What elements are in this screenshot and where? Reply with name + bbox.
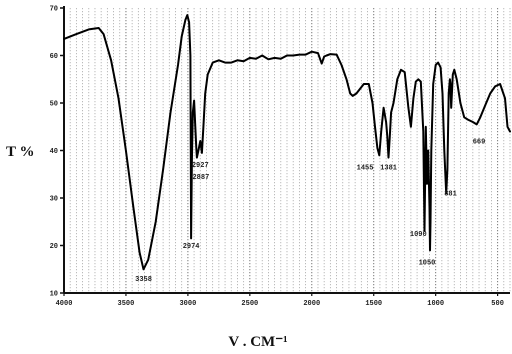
peak-label: 669: [473, 138, 486, 146]
peak-label: 2887: [192, 174, 209, 182]
spectrum-line: [63, 14, 511, 271]
x-tick-label: 3500: [118, 300, 135, 308]
y-tick-label: 20: [50, 243, 58, 251]
y-tick-label: 10: [50, 291, 58, 299]
y-axis-label: T %: [6, 144, 34, 160]
x-tick-label: 2500: [241, 300, 258, 308]
x-tick-label: 500: [491, 300, 504, 308]
x-tick-label: 1500: [365, 300, 382, 308]
y-tick-label: 50: [50, 101, 58, 109]
tick-labels: 10 20 30 40 50 60 70 4000 3500 3000 2500 2000 1500 10…: [50, 6, 504, 309]
peak-label: 1381: [380, 165, 397, 173]
y-tick-label: 30: [50, 196, 58, 204]
peak-label: 3358: [135, 276, 152, 284]
x-tick-label: 2000: [303, 300, 320, 308]
peak-label: 1090: [410, 231, 427, 239]
peak-label: 2927: [192, 162, 209, 170]
x-tick-label: 3000: [179, 300, 196, 308]
y-tick-label: 40: [50, 148, 58, 156]
x-tick-label: 4000: [56, 300, 73, 308]
peak-label: 881: [444, 191, 457, 199]
series-layer: [63, 14, 511, 271]
grid-layer: [63, 8, 511, 293]
y-tick-label: 70: [50, 6, 58, 14]
peak-label: 1050: [419, 260, 436, 268]
peak-label: 2974: [183, 243, 200, 251]
x-tick-label: 1000: [427, 300, 444, 308]
peak-labels: 3358 2974 2927 2887 1455 1381 1090 1050 881 669: [135, 138, 485, 284]
peak-label: 1455: [357, 165, 374, 173]
x-axis-label: V . CM⁻¹: [228, 334, 287, 350]
y-tick-label: 60: [50, 53, 58, 61]
